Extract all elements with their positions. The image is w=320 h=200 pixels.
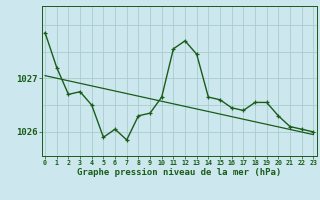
X-axis label: Graphe pression niveau de la mer (hPa): Graphe pression niveau de la mer (hPa) bbox=[77, 168, 281, 177]
